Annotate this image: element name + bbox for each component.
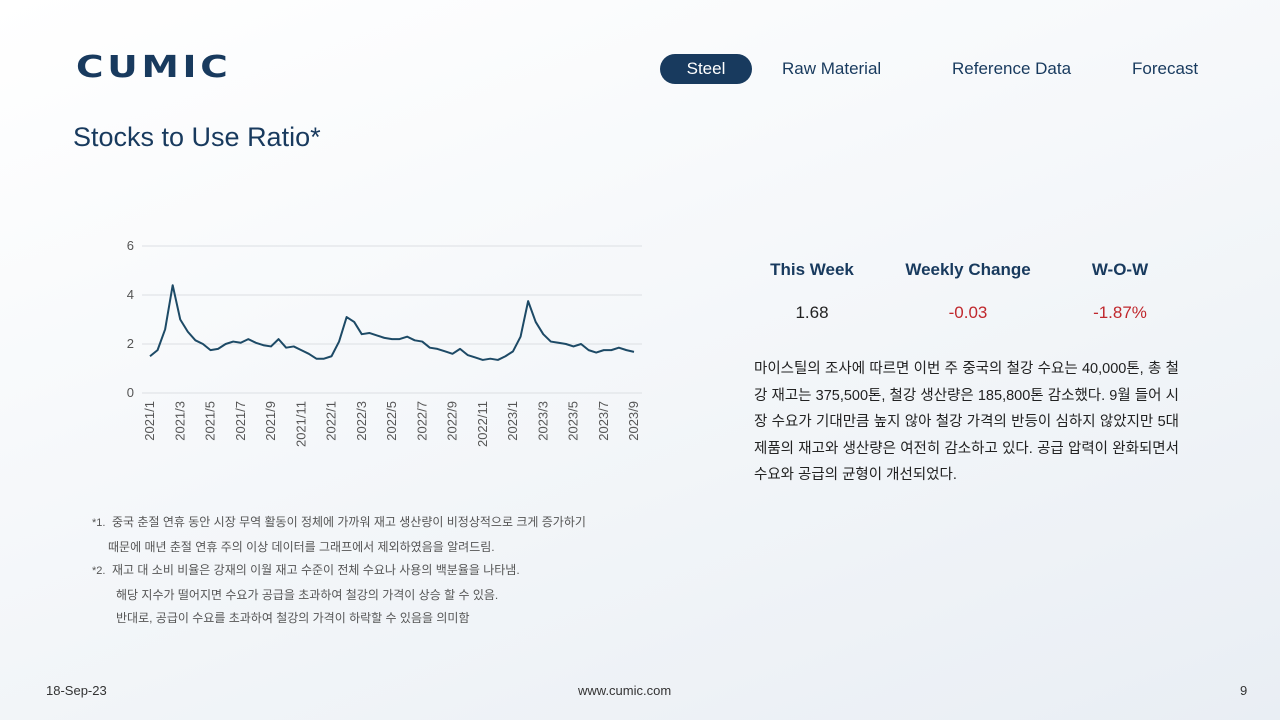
- x-tick-label: 2023/7: [596, 401, 611, 441]
- footnote-line: *1. 중국 춘절 연휴 동안 시장 무역 활동이 정체에 가까워 재고 생산량이…: [92, 511, 586, 536]
- footer-page: 9: [1240, 683, 1248, 698]
- footer-date: 18-Sep-23: [46, 683, 107, 698]
- x-tick-label: 2023/1: [505, 401, 520, 441]
- x-tick-label: 2022/3: [354, 401, 369, 441]
- data-line: [149, 284, 635, 361]
- footnote-line: 때문에 매년 춘절 연휴 주의 이상 데이터를 그래프에서 제외하였음을 알려드…: [92, 536, 586, 560]
- stat-header: W-O-W: [1091, 260, 1149, 279]
- footnote-marker: *2.: [92, 565, 106, 577]
- nav-item[interactable]: Reference Data: [952, 59, 1072, 78]
- chart: 0 2 4 6 2021/1 2021/3 2021/5 2021/7 2021/9 2021/1…: [127, 238, 642, 447]
- stat-value: -1.87%: [1093, 303, 1147, 322]
- stat-header: Weekly Change: [905, 260, 1031, 279]
- nav-item[interactable]: Forecast: [1132, 59, 1199, 78]
- footnote-text: 때문에 매년 춘절 연휴 주의 이상 데이터를 그래프에서 제외하였음을 알려드…: [108, 539, 495, 554]
- x-tick-label: 2022/7: [414, 401, 429, 441]
- x-tick-label: 2023/9: [626, 401, 641, 441]
- y-tick-label: 4: [127, 287, 134, 302]
- footnote-text: 중국 춘절 연휴 동안 시장 무역 활동이 정체에 가까워 재고 생산량이 비정…: [112, 515, 586, 529]
- footnote-line: 해당 지수가 떨어지면 수요가 공급을 초과하여 철강의 가격이 상승 할 수 …: [92, 584, 586, 608]
- footnote-text: 재고 대 소비 비율은 강재의 이월 재고 수준이 전체 수요나 사용의 백분율…: [112, 563, 520, 577]
- x-tick-label: 2021/7: [233, 401, 248, 441]
- stat-value: 1.68: [795, 303, 829, 322]
- footnote: *1. 중국 춘절 연휴 동안 시장 무역 활동이 정체에 가까워 재고 생산량이…: [92, 511, 586, 559]
- footnote-line: 반대로, 공급이 수요를 초과하여 철강의 가격이 하락할 수 있음을 의미함: [92, 607, 586, 631]
- footnotes: *1. 중국 춘절 연휴 동안 시장 무역 활동이 정체에 가까워 재고 생산량이…: [92, 511, 586, 631]
- y-tick-label: 6: [127, 238, 134, 253]
- x-tick-label: 2021/11: [293, 401, 308, 447]
- page-title: Stocks to Use Ratio*: [73, 122, 321, 152]
- x-tick-label: 2022/9: [445, 401, 460, 441]
- x-tick-label: 2021/5: [203, 401, 218, 441]
- footnote: *2. 재고 대 소비 비율은 강재의 이월 재고 수준이 전체 수요나 사용의 …: [92, 559, 586, 631]
- x-tick-label: 2021/1: [142, 401, 157, 441]
- stat-value: -0.03: [948, 303, 988, 322]
- logo: CUMIC: [76, 50, 232, 85]
- x-tick-label: 2022/1: [324, 401, 339, 441]
- x-tick-label: 2022/5: [384, 401, 399, 441]
- nav-item[interactable]: Raw Material: [782, 59, 882, 78]
- footnote-marker: *1.: [92, 517, 106, 529]
- footnote-text: 해당 지수가 떨어지면 수요가 공급을 초과하여 철강의 가격이 상승 할 수 …: [116, 587, 499, 602]
- footnote-line: *2. 재고 대 소비 비율은 강재의 이월 재고 수준이 전체 수요나 사용의 …: [92, 559, 586, 584]
- summary: 마이스틸의 조사에 따르면 이번 주 중국의 철강 수요는 40,000톤, 총…: [754, 361, 1179, 483]
- y-tick-label: 0: [127, 385, 134, 400]
- x-tick-label: 2023/3: [535, 401, 550, 441]
- x-tick-label: 2023/5: [566, 401, 581, 441]
- x-tick-label: 2021/9: [263, 401, 278, 441]
- x-tick-label: 2022/11: [475, 401, 490, 447]
- nav-item[interactable]: Steel: [660, 54, 752, 84]
- stat-header: This Week: [770, 260, 854, 279]
- footer-url: www.cumic.com: [578, 683, 672, 698]
- y-tick-label: 2: [127, 336, 134, 351]
- x-tick-label: 2021/3: [172, 401, 187, 441]
- footnote-text: 반대로, 공급이 수요를 초과하여 철강의 가격이 하락할 수 있음을 의미함: [116, 611, 470, 625]
